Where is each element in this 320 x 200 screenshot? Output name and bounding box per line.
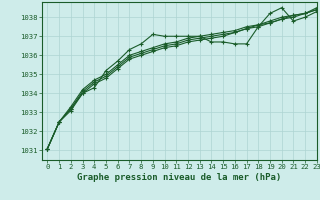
X-axis label: Graphe pression niveau de la mer (hPa): Graphe pression niveau de la mer (hPa) [77,173,281,182]
